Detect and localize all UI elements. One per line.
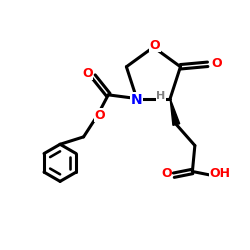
- Text: OH: OH: [210, 168, 231, 180]
- Text: O: O: [161, 168, 172, 180]
- Text: N: N: [130, 93, 142, 107]
- Text: O: O: [95, 109, 106, 122]
- Text: O: O: [149, 39, 160, 52]
- Text: O: O: [82, 67, 92, 80]
- Polygon shape: [170, 98, 180, 125]
- Text: O: O: [212, 57, 222, 70]
- Text: H: H: [156, 91, 165, 101]
